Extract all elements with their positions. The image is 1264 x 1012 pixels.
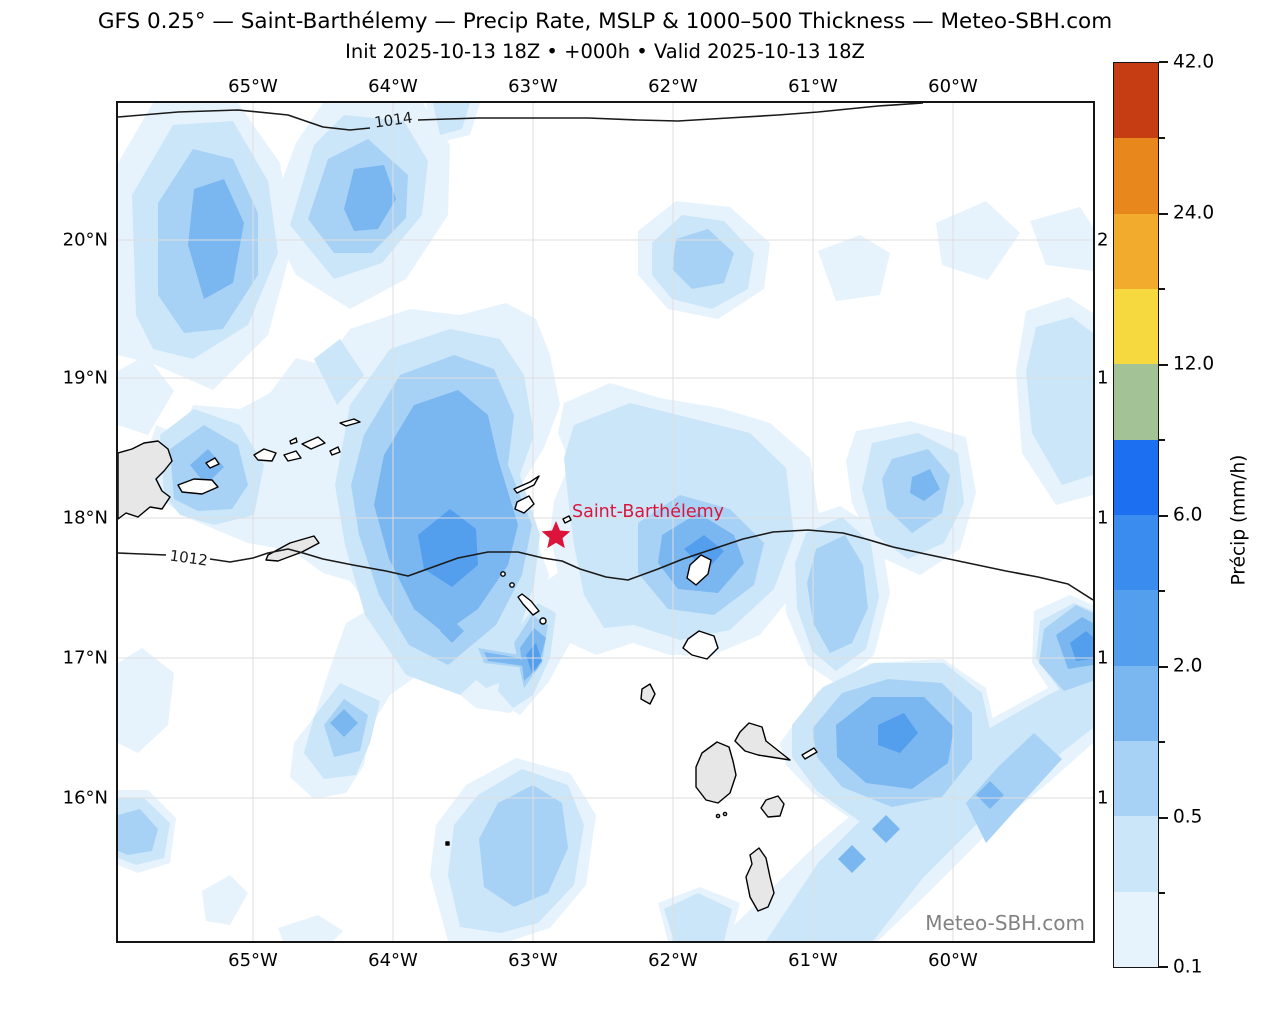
lat-tick-right-clipped: 1 — [1097, 787, 1109, 809]
isobar-1012-line — [209, 529, 1093, 601]
colorbar-tick — [1159, 817, 1168, 819]
colorbar-segment — [1114, 63, 1158, 139]
colorbar-tick — [1159, 741, 1165, 743]
colorbar-tick-label: 2.0 — [1173, 655, 1203, 677]
isobar-1012-line — [118, 552, 167, 556]
colorbar-tick — [1159, 288, 1165, 290]
lat-tick-right-clipped: 1 — [1097, 647, 1109, 669]
lat-tick-right-clipped: 1 — [1097, 507, 1109, 529]
colorbar-tick-label: 12.0 — [1173, 353, 1215, 375]
isobar-1014-label: 1014 — [373, 108, 413, 131]
graticule-gridlines — [118, 103, 1093, 941]
watermark: Meteo-SBH.com — [925, 911, 1085, 935]
lon-tick-bottom: 61°W — [788, 950, 838, 971]
colorbar-segment — [1114, 364, 1158, 440]
lon-tick-bottom: 65°W — [228, 950, 278, 971]
colorbar-segment — [1114, 514, 1158, 591]
colorbar-tick-label: 6.0 — [1173, 504, 1203, 526]
colorbar-tick — [1159, 439, 1165, 441]
colorbar-segment — [1114, 213, 1158, 289]
location-star-icon — [541, 521, 571, 549]
colorbar-tick — [1159, 61, 1168, 63]
colorbar-tick-label: 42.0 — [1173, 51, 1215, 73]
colorbar-tick — [1159, 364, 1168, 366]
land-grey — [118, 440, 791, 912]
colorbar-tick — [1159, 666, 1168, 668]
lat-tick-left: 20°N — [62, 229, 108, 251]
colorbar-tick — [1159, 137, 1165, 139]
colorbar-segment — [1114, 740, 1158, 817]
colorbar-tick — [1159, 213, 1168, 215]
lon-tick-top: 62°W — [648, 76, 698, 97]
colorbar-axis-label: Précip (mm/h) — [1228, 454, 1250, 586]
lat-tick-right-clipped: 2 — [1097, 229, 1109, 251]
isobar-1014-line — [417, 103, 924, 122]
colorbar-tick-label: 0.1 — [1173, 956, 1203, 978]
colorbar-segment — [1114, 288, 1158, 365]
figure-title: GFS 0.25° — Saint-Barthélemy — Precip Ra… — [97, 9, 1113, 34]
lat-tick-left: 17°N — [62, 647, 108, 669]
colorbar-tick-label: 24.0 — [1173, 202, 1215, 224]
colorbar-segment — [1114, 439, 1158, 515]
lon-tick-top: 65°W — [228, 76, 278, 97]
colorbar-tick — [1159, 515, 1168, 517]
colorbar-tick — [1159, 966, 1168, 968]
lat-tick-right-clipped: 1 — [1097, 367, 1109, 389]
lon-tick-top: 63°W — [508, 76, 558, 97]
lon-tick-top: 61°W — [788, 76, 838, 97]
colorbar-segment — [1114, 816, 1158, 892]
colorbar-segment — [1114, 891, 1158, 967]
colorbar-segment — [1114, 590, 1158, 666]
islands-outline — [177, 418, 818, 846]
lon-tick-bottom: 64°W — [368, 950, 418, 971]
isobar-1014-line — [118, 109, 371, 131]
colorbar-tick — [1159, 892, 1165, 894]
map-canvas: 1014 1012 Saint-Barthélemy Meteo-SBH.com — [118, 103, 1093, 941]
lon-tick-bottom: 63°W — [508, 950, 558, 971]
isobar-contours: 1014 1012 — [118, 103, 1093, 601]
colorbar-segment — [1114, 665, 1158, 741]
lon-tick-top: 64°W — [368, 76, 418, 97]
location-label: Saint-Barthélemy — [572, 502, 724, 522]
colorbar-tick-label: 0.5 — [1173, 806, 1203, 828]
map-plot-area: 1014 1012 Saint-Barthélemy Meteo-SBH.com — [116, 101, 1095, 943]
colorbar-tick — [1159, 590, 1165, 592]
lat-tick-left: 19°N — [62, 367, 108, 389]
isobar-1012-label: 1012 — [169, 546, 209, 569]
figure-subtitle: Init 2025-10-13 18Z • +000h • Valid 2025… — [345, 40, 865, 63]
colorbar — [1113, 62, 1159, 968]
lon-tick-top: 60°W — [928, 76, 978, 97]
colorbar-segment — [1114, 138, 1158, 214]
lon-tick-bottom: 60°W — [928, 950, 978, 971]
lat-tick-left: 16°N — [62, 787, 108, 809]
lon-tick-bottom: 62°W — [648, 950, 698, 971]
lat-tick-left: 18°N — [62, 507, 108, 529]
